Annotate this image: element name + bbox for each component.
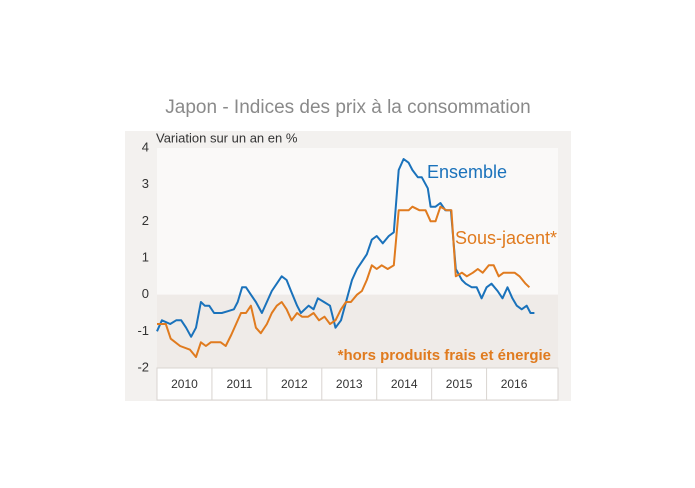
series-label: Sous-jacent* [455,228,557,248]
y-tick-label: 2 [142,213,149,228]
y-tick-label: -1 [137,323,149,338]
x-tick-label: 2016 [501,377,528,391]
x-tick-label: 2013 [336,377,363,391]
y-tick-label: 1 [142,249,149,264]
y-axis-label: Variation sur un an en % [156,130,298,145]
y-tick-label: 0 [142,286,149,301]
chart-title: Japon - Indices des prix à la consommati… [165,97,530,118]
x-axis-band [156,367,559,401]
x-tick-label: 2012 [281,377,308,391]
series-label: Ensemble [427,162,507,182]
x-tick-label: 2014 [391,377,418,391]
annotation: *hors produits frais et énergie [338,347,551,364]
y-tick-label: 4 [142,139,149,154]
plot-area-lower [157,294,558,368]
x-tick-label: 2015 [446,377,473,391]
line-series [156,158,535,338]
y-tick-label: -2 [137,359,149,374]
x-tick-label: 2010 [171,377,198,391]
y-tick-label: 3 [142,176,149,191]
x-tick-label: 2011 [226,377,252,391]
line-series [157,205,531,358]
